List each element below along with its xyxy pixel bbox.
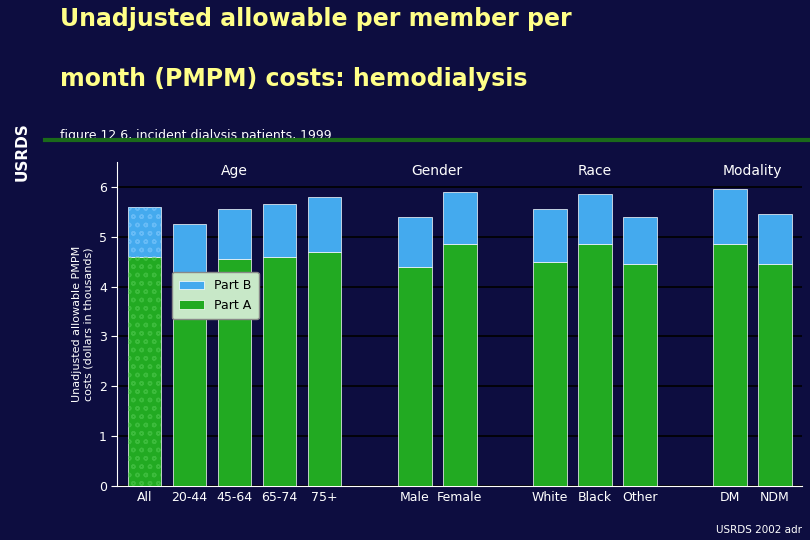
Text: Race: Race	[578, 164, 612, 178]
Text: Gender: Gender	[411, 164, 463, 178]
Bar	[398, 267, 432, 486]
Bar	[218, 259, 251, 486]
Bar	[128, 256, 161, 486]
Bar	[623, 217, 657, 264]
Bar	[128, 256, 161, 486]
Bar	[173, 272, 207, 486]
Y-axis label: Unadjusted allowable PMPM
costs (dollars in thousands): Unadjusted allowable PMPM costs (dollars…	[72, 246, 93, 402]
Text: USRDS: USRDS	[15, 122, 30, 180]
Text: USRDS 2002 adr: USRDS 2002 adr	[716, 524, 802, 535]
Text: figure 12.6, incident dialysis patients, 1999: figure 12.6, incident dialysis patients,…	[60, 129, 331, 142]
Text: Unadjusted allowable per member per: Unadjusted allowable per member per	[60, 7, 572, 31]
Text: Age: Age	[221, 164, 248, 178]
Bar	[533, 210, 567, 262]
Bar	[308, 197, 342, 252]
Bar	[308, 252, 342, 486]
Legend: Part B, Part A: Part B, Part A	[172, 272, 259, 319]
Bar	[533, 262, 567, 486]
Text: month (PMPM) costs: hemodialysis: month (PMPM) costs: hemodialysis	[60, 68, 527, 91]
Text: Modality: Modality	[723, 164, 782, 178]
Bar	[443, 192, 476, 244]
Bar	[262, 256, 296, 486]
Bar	[128, 207, 161, 256]
Bar	[578, 244, 612, 486]
Bar	[713, 190, 747, 244]
Bar	[218, 210, 251, 259]
Bar	[713, 244, 747, 486]
Bar	[758, 264, 791, 486]
Bar	[173, 224, 207, 272]
Bar	[758, 214, 791, 264]
Bar	[578, 194, 612, 244]
Bar	[262, 204, 296, 256]
Bar	[398, 217, 432, 267]
Bar	[443, 244, 476, 486]
Bar	[623, 264, 657, 486]
Bar	[128, 207, 161, 256]
